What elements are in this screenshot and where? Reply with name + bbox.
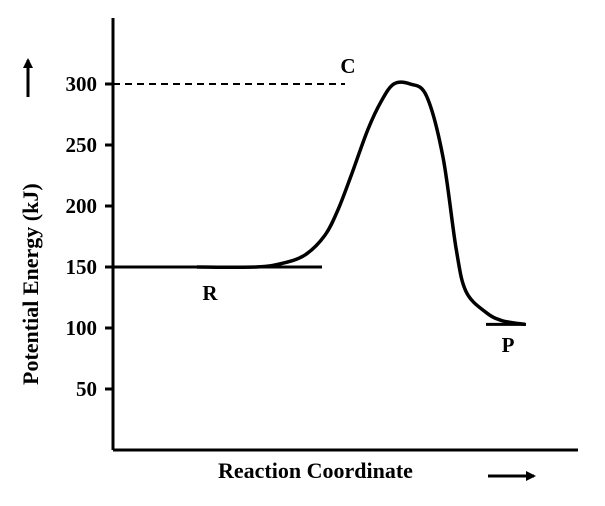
y-tick-label: 100 bbox=[66, 316, 98, 340]
x-axis-title: Reaction Coordinate bbox=[218, 458, 413, 483]
point-label-c: C bbox=[340, 54, 355, 78]
y-tick-label: 300 bbox=[66, 72, 98, 96]
y-tick-label: 200 bbox=[66, 194, 98, 218]
energy-curve bbox=[197, 82, 525, 324]
y-tick-label: 150 bbox=[66, 255, 98, 279]
y-tick-label: 50 bbox=[76, 377, 97, 401]
point-label-p: P bbox=[502, 333, 515, 357]
y-axis-title: Potential Energy (kJ) bbox=[18, 183, 43, 385]
point-label-r: R bbox=[202, 281, 218, 305]
y-tick-label: 250 bbox=[66, 133, 98, 157]
